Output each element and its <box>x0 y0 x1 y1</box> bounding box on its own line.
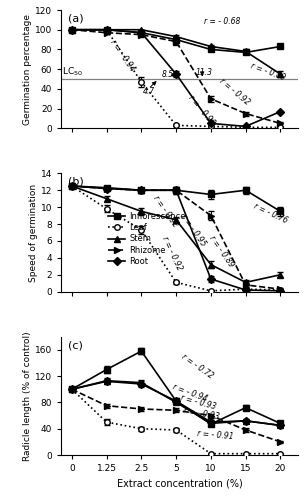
Text: r = - 0.89: r = - 0.89 <box>208 234 236 268</box>
Y-axis label: Radicle length (% of control): Radicle length (% of control) <box>23 331 32 460</box>
Y-axis label: Germination percentage: Germination percentage <box>23 14 32 124</box>
Text: LC$_{50}$: LC$_{50}$ <box>62 66 83 78</box>
Text: 8.5: 8.5 <box>162 70 174 78</box>
Legend: Inflorescence, Leaf, Stem, Rhizome, Root: Inflorescence, Leaf, Stem, Rhizome, Root <box>107 210 187 268</box>
Text: r = - 0.91: r = - 0.91 <box>197 429 234 442</box>
Text: r = - 0.90: r = - 0.90 <box>187 94 217 128</box>
Text: r = - 0.89: r = - 0.89 <box>249 62 286 82</box>
Text: 11.3: 11.3 <box>195 68 212 76</box>
Text: r = - 0.72: r = - 0.72 <box>180 352 215 380</box>
Text: r = - 0.94: r = - 0.94 <box>171 382 208 403</box>
X-axis label: Extract concentration (%): Extract concentration (%) <box>117 478 243 488</box>
Text: r = - 0.92: r = - 0.92 <box>218 76 251 107</box>
Text: (b): (b) <box>68 177 84 187</box>
Text: r = - 0.68: r = - 0.68 <box>204 18 240 26</box>
Text: (a): (a) <box>68 14 84 24</box>
Text: r = - 0.94: r = - 0.94 <box>108 38 137 73</box>
Text: 4.7: 4.7 <box>143 88 155 96</box>
Text: r = - 0.95: r = - 0.95 <box>180 214 208 248</box>
Text: r = - 0.76: r = - 0.76 <box>253 202 290 226</box>
Text: r = - 0.92: r = - 0.92 <box>161 235 184 272</box>
Text: r = - 0.93: r = - 0.93 <box>183 406 220 421</box>
Y-axis label: Speed of germination: Speed of germination <box>29 184 38 282</box>
Text: (c): (c) <box>68 340 84 350</box>
Text: r = - 0.93: r = - 0.93 <box>180 394 217 411</box>
Text: r = - 0.92: r = - 0.92 <box>152 194 180 229</box>
